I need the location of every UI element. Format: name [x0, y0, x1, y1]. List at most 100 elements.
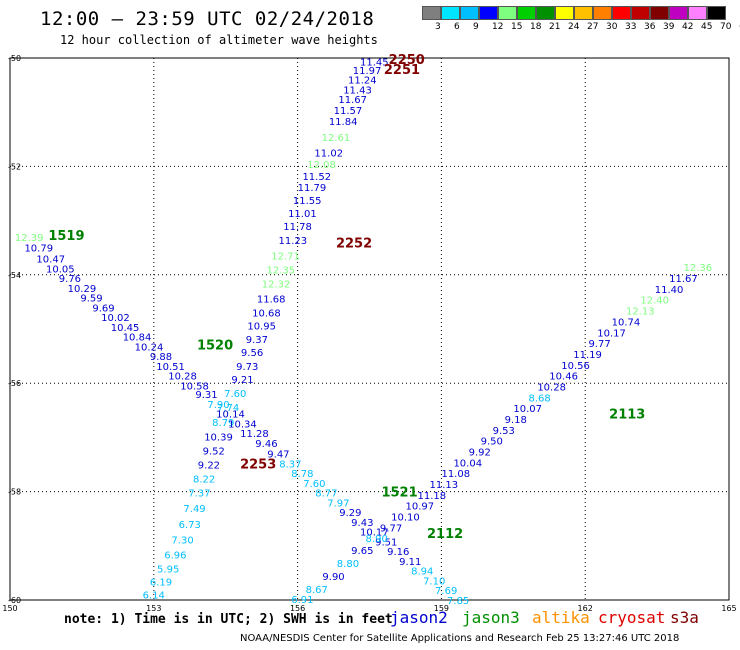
scale-label: 42 [682, 22, 694, 32]
swh-value: 6.96 [164, 550, 186, 561]
swh-value: 10.97 [406, 502, 435, 513]
swh-value: 9.77 [380, 523, 402, 534]
scale-label: 33 [625, 22, 637, 32]
swh-value: 9.90 [322, 572, 344, 583]
swh-value: 11.19 [573, 350, 602, 361]
scale-label: 30 [606, 22, 618, 32]
y-tick-label: -60 [8, 596, 21, 605]
scale-label: 36 [644, 22, 656, 32]
swh-value: 9.50 [481, 437, 503, 448]
swh-value: 7.69 [435, 586, 457, 597]
scale-swatch [498, 6, 517, 20]
pass-label: 2251 [384, 63, 420, 78]
swh-value: 11.08 [441, 469, 470, 480]
swh-value: 12.35 [267, 265, 296, 276]
swh-value: 12.36 [684, 263, 713, 274]
swh-value: 12.08 [307, 160, 336, 171]
scale-swatch [669, 6, 688, 20]
swh-value: 8.77 [315, 489, 337, 500]
scale-label: 9 [473, 22, 479, 32]
swh-value: 10.84 [123, 333, 152, 344]
satellite-jason2: jason2 [390, 608, 448, 627]
swh-value: 6.91 [291, 595, 313, 606]
swh-value: 5.95 [157, 565, 179, 576]
swh-value: 11.01 [288, 209, 317, 220]
scale-swatch [688, 6, 707, 20]
scale-label: 15 [511, 22, 523, 32]
swh-value: 9.53 [493, 426, 515, 437]
swh-value: 6.19 [150, 578, 172, 589]
satellite-cryosat: cryosat [598, 608, 666, 627]
swh-value: 10.45 [111, 323, 140, 334]
swh-value: 8.22 [193, 475, 215, 486]
swh-value: 8.90 [366, 534, 388, 545]
swh-value: 11.78 [283, 222, 312, 233]
swh-value: 11.23 [278, 236, 307, 247]
swh-value: 10.56 [561, 361, 590, 372]
scale-label: 6 [454, 22, 460, 32]
swh-value: 11.84 [329, 117, 358, 128]
swh-value: 10.14 [216, 410, 245, 421]
swh-value: 10.07 [513, 404, 542, 415]
swh-value: 9.47 [267, 450, 289, 461]
swh-value: 7.90 [207, 400, 229, 411]
swh-value: 9.69 [92, 303, 114, 314]
swh-value: 10.39 [204, 432, 233, 443]
swh-value: 9.37 [246, 335, 268, 346]
swh-value: 10.95 [247, 322, 276, 333]
chart-title: 12:00 — 23:59 UTC 02/24/2018 [40, 8, 375, 30]
scale-label: 45 [701, 22, 713, 32]
scale-swatch [479, 6, 498, 20]
swh-value: 10.46 [549, 372, 578, 383]
scale-swatch [612, 6, 631, 20]
credit-line: NOAA/NESDIS Center for Satellite Applica… [240, 633, 680, 644]
swh-value: 7.10 [423, 576, 445, 587]
swh-value: 10.17 [597, 328, 626, 339]
scale-swatch [460, 6, 479, 20]
pass-label: 1519 [48, 229, 84, 244]
swh-value: 9.52 [203, 446, 225, 457]
chart-subtitle: 12 hour collection of altimeter wave hei… [60, 33, 378, 47]
swh-value: 11.45 [360, 57, 389, 68]
scale-label: 39 [663, 22, 675, 32]
scale-swatch [593, 6, 612, 20]
pass-label: 2252 [336, 236, 372, 251]
swh-value: 11.67 [669, 274, 698, 285]
scale-label: 18 [530, 22, 542, 32]
swh-value: 10.10 [391, 513, 420, 524]
y-tick-label: -56 [8, 379, 21, 388]
swh-value: 8.37 [279, 459, 301, 470]
scale-label: 21 [549, 22, 561, 32]
swh-value: 9.43 [351, 518, 373, 529]
footnote: note: 1) Time is in UTC; 2) SWH is in fe… [64, 612, 393, 627]
y-tick-label: -54 [8, 271, 21, 280]
x-tick-label: 159 [434, 604, 449, 613]
swh-value: 7.60 [224, 389, 246, 400]
swh-value: 11.24 [348, 76, 377, 87]
satellite-altika: altika [532, 608, 590, 627]
swh-value: 11.55 [293, 196, 322, 207]
swh-value: 10.29 [68, 284, 97, 295]
scale-swatch [707, 6, 726, 20]
swh-value: 10.51 [156, 362, 185, 373]
y-tick-label: -58 [8, 488, 21, 497]
swh-value: 9.76 [59, 274, 81, 285]
swh-value: 10.74 [612, 317, 641, 328]
swh-value: 9.56 [241, 348, 263, 359]
swh-value: 11.43 [343, 85, 372, 96]
swh-value: 12.61 [322, 133, 351, 144]
swh-value: 9.22 [198, 461, 220, 472]
swh-value: 11.67 [338, 95, 367, 106]
swh-value: 10.04 [453, 458, 482, 469]
pass-label: 1520 [197, 338, 233, 353]
scale-label: 27 [587, 22, 599, 32]
swh-value: 9.11 [399, 557, 421, 568]
swh-value: 10.58 [180, 381, 209, 392]
swh-value: 9.21 [231, 375, 253, 386]
x-tick-label: 162 [578, 604, 593, 613]
swh-value: 7.74 [217, 403, 239, 414]
swh-value: 9.88 [150, 352, 172, 363]
swh-value: 7.85 [447, 596, 469, 607]
scale-label: 24 [568, 22, 580, 32]
pass-label: 2113 [609, 408, 645, 423]
